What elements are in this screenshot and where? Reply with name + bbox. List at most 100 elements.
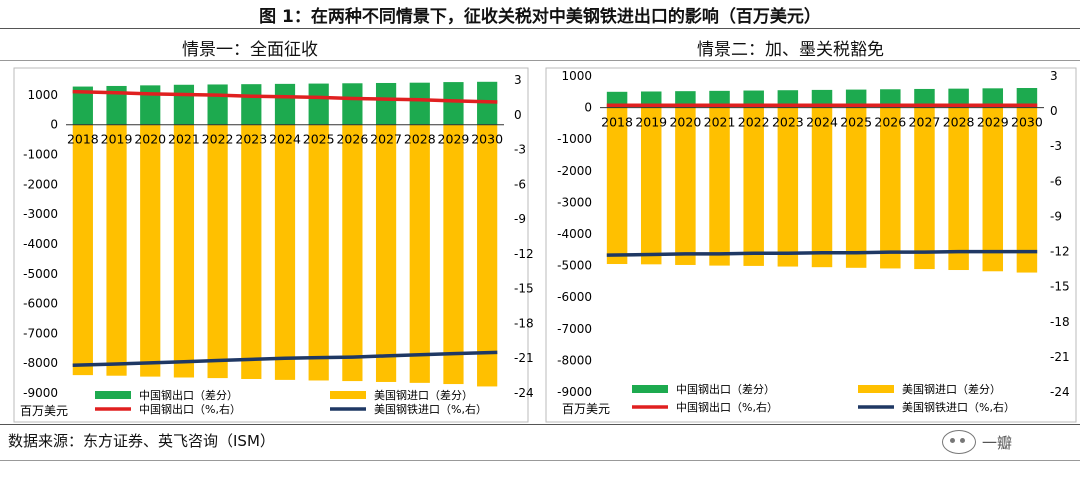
c2-y-tick-label: -9000 bbox=[557, 385, 592, 399]
c1-us-import-bar bbox=[106, 124, 127, 376]
c2-y-tick-label: -1000 bbox=[557, 132, 592, 146]
c1-legend-label: 美国钢进口（差分） bbox=[374, 388, 473, 402]
c2-us-import-bar bbox=[982, 107, 1004, 272]
c2-us-import-bar bbox=[743, 107, 764, 266]
c1-legend-label: 中国钢出口（差分） bbox=[139, 388, 238, 402]
c1-legend-swatch bbox=[330, 391, 366, 399]
c2-us-import-bar bbox=[845, 107, 867, 268]
c2-y-axis-unit: 百万美元 bbox=[562, 402, 610, 416]
c2-x-tick-label: 2027 bbox=[909, 115, 941, 130]
c1-us-import-bar bbox=[342, 124, 363, 382]
c1-us-import-bar bbox=[72, 124, 93, 376]
c1-x-tick-label: 2024 bbox=[269, 132, 301, 147]
c2-y-tick-label: -7000 bbox=[557, 322, 592, 336]
c2-us-import-bar bbox=[811, 107, 833, 268]
c1-y-tick-label: -7000 bbox=[23, 326, 58, 340]
c1-y2-tick-label: -21 bbox=[514, 351, 534, 365]
c1-y-tick-label: 1000 bbox=[27, 88, 58, 102]
c1-y-axis-unit: 百万美元 bbox=[20, 404, 68, 418]
c1-x-tick-label: 2027 bbox=[370, 132, 402, 147]
wechat-icon bbox=[942, 430, 976, 454]
c1-china-export-pct-line bbox=[72, 89, 498, 104]
c2-frame bbox=[545, 67, 1077, 423]
c2-x-tick-label: 2029 bbox=[977, 115, 1009, 130]
c2-legend-swatch bbox=[858, 385, 894, 393]
c1-y2-tick-label: 3 bbox=[514, 73, 522, 87]
c1-y-tick-label: -8000 bbox=[23, 356, 58, 370]
c1-y2-tick-label: -3 bbox=[514, 143, 526, 157]
source-note: 数据来源：东方证券、英飞咨询（ISM） bbox=[8, 432, 275, 450]
figure-title: 图 1：在两种不同情景下，征收关税对中美钢铁进出口的影响（百万美元） bbox=[259, 7, 821, 27]
c2-y2-tick-label: -9 bbox=[1050, 209, 1062, 223]
c2-y-tick-label: -2000 bbox=[557, 164, 592, 178]
c2-china-export-bar bbox=[914, 88, 935, 108]
c2-y-tick-label: 1000 bbox=[561, 69, 592, 83]
c2-y2-tick-label: -24 bbox=[1050, 385, 1070, 399]
c2-legend-label: 中国钢出口（差分） bbox=[676, 382, 775, 396]
c2-china-export-bar bbox=[777, 90, 799, 108]
c2-legend-label: 中国钢出口（%,右） bbox=[676, 400, 778, 414]
c2-y2-tick-label: -18 bbox=[1050, 315, 1070, 329]
c1-y2-tick-label: -18 bbox=[514, 316, 534, 330]
c1-x-tick-label: 2030 bbox=[471, 132, 503, 147]
c2-legend-label: 美国钢进口（差分） bbox=[902, 382, 1001, 396]
c1-china-export-bar bbox=[443, 82, 464, 125]
c1-china-export-bar bbox=[409, 82, 430, 125]
c2-x-tick-label: 2022 bbox=[738, 115, 770, 130]
c2-us-import-bar bbox=[709, 107, 730, 266]
c1-x-tick-label: 2019 bbox=[101, 132, 133, 147]
c1-x-tick-label: 2025 bbox=[303, 132, 335, 147]
subtitle-scenario-1: 情景一：全面征收 bbox=[182, 40, 318, 60]
c2-y-tick-label: -8000 bbox=[557, 353, 592, 367]
footer-rule bbox=[0, 460, 1080, 461]
c1-y-tick-label: -9000 bbox=[23, 386, 58, 400]
c1-x-tick-label: 2018 bbox=[67, 132, 99, 147]
top-rule bbox=[0, 28, 1080, 29]
c1-legend-swatch bbox=[95, 391, 131, 399]
c1-y2-tick-label: -12 bbox=[514, 247, 534, 261]
c1-us-import-bar bbox=[207, 124, 228, 379]
c2-china-export-bar bbox=[675, 91, 696, 108]
c2-us-import-bar bbox=[606, 107, 628, 265]
c1-y-tick-label: -5000 bbox=[23, 267, 58, 281]
c2-x-tick-label: 2021 bbox=[704, 115, 736, 130]
c1-legend-label: 美国钢铁进口（%,右） bbox=[374, 402, 487, 416]
c2-x-tick-label: 2025 bbox=[840, 115, 872, 130]
c2-china-export-bar bbox=[709, 90, 730, 108]
c1-y-tick-label: -3000 bbox=[23, 207, 58, 221]
c1-china-export-bar bbox=[72, 86, 93, 125]
c1-y2-tick-label: -6 bbox=[514, 177, 526, 191]
c1-china-export-bar bbox=[106, 85, 127, 125]
c1-x-tick-label: 2021 bbox=[168, 132, 200, 147]
c2-y-tick-label: 0 bbox=[584, 101, 592, 115]
bottom-rule bbox=[0, 424, 1080, 425]
c1-china-export-bar bbox=[375, 82, 397, 125]
c1-china-export-bar bbox=[342, 83, 363, 125]
c2-y-tick-label: -3000 bbox=[557, 195, 592, 209]
c1-y-tick-label: 0 bbox=[50, 118, 58, 132]
c2-x-tick-label: 2020 bbox=[669, 115, 701, 130]
c1-us-import-bar bbox=[308, 124, 329, 381]
c2-y2-tick-label: -3 bbox=[1050, 139, 1062, 153]
c2-china-export-bar bbox=[845, 89, 867, 108]
c1-x-tick-label: 2020 bbox=[134, 132, 166, 147]
c2-x-tick-label: 2024 bbox=[806, 115, 838, 130]
c2-china-export-bar bbox=[743, 90, 764, 108]
c2-x-tick-label: 2026 bbox=[874, 115, 906, 130]
c2-y2-tick-label: 0 bbox=[1050, 104, 1058, 118]
watermark: 一瓣 bbox=[942, 430, 1012, 454]
c2-us-import-bar bbox=[640, 107, 662, 265]
c2-y-tick-label: -6000 bbox=[557, 290, 592, 304]
c1-us-import-pct-line bbox=[72, 350, 498, 367]
c1-legend-label: 中国钢出口（%,右） bbox=[139, 402, 241, 416]
c1-x-tick-label: 2023 bbox=[235, 132, 267, 147]
c1-china-export-bar bbox=[308, 83, 329, 125]
subtitle-scenario-2: 情景二：加、墨关税豁免 bbox=[697, 40, 884, 60]
c1-us-import-bar bbox=[274, 124, 296, 380]
c2-x-tick-label: 2028 bbox=[943, 115, 975, 130]
c1-china-export-bar bbox=[207, 84, 228, 125]
c2-x-tick-label: 2019 bbox=[635, 115, 667, 130]
c1-y2-tick-label: 0 bbox=[514, 108, 522, 122]
c1-y2-tick-label: -24 bbox=[514, 386, 534, 400]
c1-china-export-bar bbox=[241, 84, 262, 125]
